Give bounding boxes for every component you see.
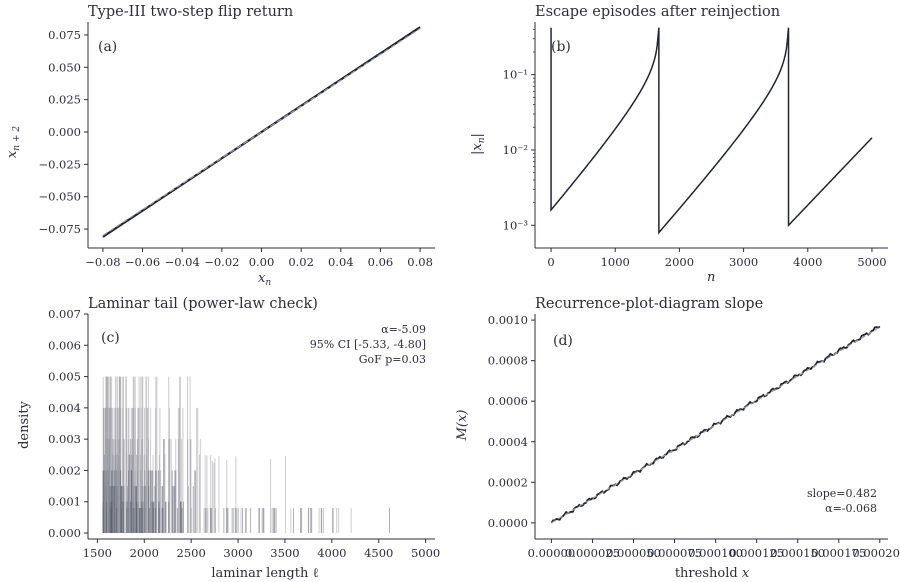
- panel-c: Laminar tail (power-law check) 1500 2000 2…: [17, 296, 440, 581]
- panel-a-x-tick-label: −0.06: [125, 255, 160, 269]
- panel-d-x-tick-label: 0.000150: [770, 546, 825, 560]
- panel-d-annotation-slope: slope=0.482: [807, 487, 877, 500]
- panel-d-y-tick-label: 0.0004: [488, 435, 528, 449]
- panel-a-plot-area: −0.08 −0.06 −0.04 −0.02 0.00 0.02 0.04 0.06 0.08…: [38, 22, 435, 269]
- panel-d-ylabel: M(x): [455, 410, 470, 442]
- panel-d-x-tick-label: 0.000125: [729, 546, 784, 560]
- panel-a-x-tick-label: −0.02: [204, 255, 239, 269]
- panel-c-y-tick-label: 0.001: [48, 495, 81, 509]
- panel-d-xlabel: threshold x: [675, 566, 750, 581]
- panel-c-plot-area: 1500 2000 2500 3000 3500 4000 4500 5000 0.000 0.0…: [48, 307, 440, 560]
- panel-b-x-tick-label: 5000: [857, 255, 886, 269]
- panel-a-ylabel: xn + 2: [5, 126, 22, 158]
- panel-d-title: Recurrence-plot-diagram slope: [535, 296, 763, 312]
- panel-a-x-tick-label: −0.04: [165, 255, 200, 269]
- panel-c-x-tick-label: 5000: [411, 546, 440, 560]
- panel-a-x-tick-label: 0.02: [288, 255, 314, 269]
- panel-a-x-tick-label: 0.06: [368, 255, 394, 269]
- panel-d-y-tick-label: 0.0010: [488, 313, 528, 327]
- panel-c-annotation-alpha: α=-5.09: [381, 323, 426, 336]
- panel-a-y-tick-label: −0.075: [38, 222, 81, 236]
- panel-c-x-tick-label: 4000: [317, 546, 346, 560]
- panel-b-ylabel: |xn|: [470, 133, 487, 155]
- panel-b-x-tick-label: 3000: [729, 255, 758, 269]
- panel-a: Type-III two-step flip return −0.08 −0.06…: [5, 4, 435, 288]
- panel-d-x-tick-label: 0.000050: [606, 546, 661, 560]
- panel-a-series-line: [102, 26, 421, 238]
- panel-c-y-tick-label: 0.003: [48, 432, 81, 446]
- panel-c-x-tick-label: 2000: [130, 546, 159, 560]
- panel-d-x-tick-label: 0.000025: [565, 546, 620, 560]
- panel-a-y-tick-label: −0.025: [38, 157, 81, 171]
- panel-c-title: Laminar tail (power-law check): [88, 296, 318, 312]
- panel-d-x-tick-label: 0.00000: [528, 546, 576, 560]
- panel-a-y-tick-label: 0.050: [48, 60, 81, 74]
- panel-c-tag: (c): [101, 330, 120, 346]
- panel-c-annotation-ci: 95% CI [-5.33, -4.80]: [310, 338, 426, 351]
- panel-b-series-line: [550, 27, 873, 235]
- panel-a-x-tick-label: 0.04: [328, 255, 354, 269]
- panel-c-y-tick-label: 0.007: [48, 307, 81, 321]
- panel-d-x-tick-label: 0.000175: [811, 546, 866, 560]
- panel-d-tag: (d): [553, 333, 573, 349]
- panel-b-y-tick-label: 10⁻³: [503, 218, 529, 232]
- panel-c-x-tick-label: 4500: [364, 546, 393, 560]
- panel-d-series-line: [550, 325, 881, 524]
- panel-c-y-tick-label: 0.000: [48, 526, 81, 540]
- panel-c-ylabel: density: [17, 400, 32, 448]
- panel-c-y-tick-label: 0.004: [48, 401, 81, 415]
- panel-a-y-tick-label: −0.050: [38, 190, 81, 204]
- panel-c-x-tick-label: 2500: [177, 546, 206, 560]
- panel-a-x-tick-label: 0.08: [407, 255, 433, 269]
- panel-b-title: Escape episodes after reinjection: [535, 4, 780, 20]
- panel-b-tag: (b): [551, 39, 571, 55]
- panel-c-y-tick-label: 0.005: [48, 370, 81, 384]
- panel-a-y-tick-label: 0.025: [48, 93, 81, 107]
- panel-a-x-tick-label: 0.00: [249, 255, 275, 269]
- panel-a-series-line: [102, 27, 421, 237]
- panel-d: Recurrence-plot-diagram slope 0.000000.0…: [455, 296, 900, 581]
- panel-b-x-tick-label: 0: [547, 255, 554, 269]
- panel-b-y-tick-label: 10⁻²: [503, 143, 528, 157]
- panel-c-annotation-gof: GoF p=0.03: [359, 353, 426, 366]
- panel-b: Escape episodes after reinjection 0 1000 2…: [470, 4, 888, 285]
- panel-a-y-tick-label: 0.000: [48, 125, 81, 139]
- panel-b-x-tick-label: 4000: [793, 255, 822, 269]
- panel-a-y-tick-label: 0.075: [48, 28, 81, 42]
- panel-d-y-tick-label: 0.0006: [488, 394, 528, 408]
- panel-d-y-tick-label: 0.0002: [488, 475, 528, 489]
- panel-b-x-tick-label: 2000: [665, 255, 694, 269]
- panel-b-x-tick-label: 1000: [601, 255, 630, 269]
- panel-c-x-tick-label: 1500: [83, 546, 112, 560]
- panel-c-y-tick-label: 0.006: [48, 338, 81, 352]
- panel-c-x-tick-label: 3000: [223, 546, 252, 560]
- panel-b-plot-area: 0 1000 2000 3000 4000 5000 10⁻³ 10⁻² 10⁻¹: [503, 22, 888, 269]
- panel-a-x-tick-label: −0.08: [85, 255, 120, 269]
- panel-d-y-tick-label: 0.0000: [488, 516, 528, 530]
- panel-b-y-tick-label: 10⁻¹: [503, 68, 528, 82]
- panel-c-x-tick-label: 3500: [270, 546, 299, 560]
- panel-c-xlabel: laminar length ℓ: [211, 566, 318, 581]
- panel-d-x-tick-label: 0.000100: [688, 546, 743, 560]
- panel-d-y-tick-label: 0.0008: [488, 354, 528, 368]
- panel-a-tag: (a): [98, 39, 117, 55]
- panel-a-title: Type-III two-step flip return: [88, 4, 293, 20]
- panel-a-xlabel: xn: [258, 271, 271, 288]
- panel-d-annotation-alpha: α=-0.068: [825, 502, 877, 515]
- panel-b-xlabel: n: [707, 270, 715, 285]
- panel-d-x-tick-label: 0.000075: [647, 546, 702, 560]
- panel-c-y-tick-label: 0.002: [48, 463, 81, 477]
- panel-d-plot-area: 0.000000.0000250.0000500.0000750.0001000…: [488, 313, 900, 560]
